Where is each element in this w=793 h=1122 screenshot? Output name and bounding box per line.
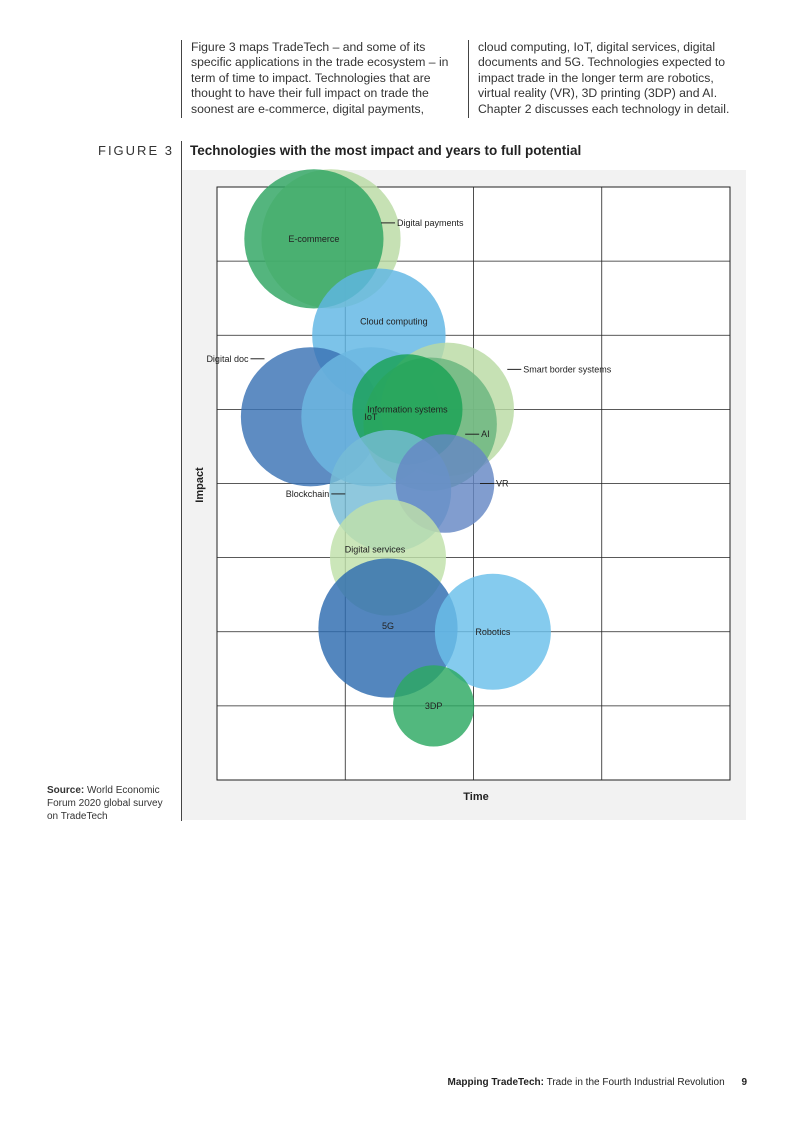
intro-line: documents and 5G. Technologies expected … (478, 55, 726, 70)
intro-line: Figure 3 maps TradeTech – and some of it… (191, 40, 426, 54)
y-axis-label: Impact (194, 467, 206, 503)
intro-line: virtual reality (VR), 3D printing (3DP) … (478, 86, 718, 101)
label-digital-doc: Digital doc (206, 354, 249, 364)
figure-label: FIGURE 3 (98, 143, 174, 158)
figure-divider (181, 141, 182, 821)
label-smart-border-systems: Smart border systems (523, 364, 612, 374)
label-blockchain: Blockchain (286, 489, 330, 499)
footer-title-rest: Trade in the Fourth Industrial Revolutio… (546, 1077, 725, 1088)
figure-title: Technologies with the most impact and ye… (190, 143, 582, 158)
label-robotics: Robotics (475, 627, 511, 637)
bubble-robotics (434, 573, 551, 690)
page-footer: Mapping TradeTech: Trade in the Fourth I… (300, 1077, 747, 1088)
intro-column-left: Figure 3 maps TradeTech – and some of it… (181, 40, 461, 118)
label-vr: VR (496, 479, 509, 489)
label-iot: IoT (364, 412, 378, 422)
intro-line: impact trade in the longer term are robo… (478, 70, 714, 85)
intro-line: Chapter 2 discusses each technology in d… (478, 101, 730, 116)
label-digital-services: Digital services (345, 545, 406, 555)
label-ai: AI (481, 429, 490, 439)
label-3dp: 3DP (425, 701, 443, 711)
intro-line: specific applications in the trade ecosy… (191, 55, 449, 70)
label-e-commerce: E-commerce (288, 234, 339, 244)
source-note: Source: World Economic Forum 2020 global… (47, 784, 172, 823)
source-text: World Economic Forum 2020 global survey … (47, 785, 163, 822)
bubble-5g (318, 558, 458, 698)
intro-line: term of time to impact. Technologies tha… (191, 70, 431, 85)
bubble-vr (395, 434, 495, 533)
page-number: 9 (741, 1077, 747, 1088)
label-information-systems: Information systems (367, 404, 448, 414)
label-digital-payments: Digital payments (397, 218, 464, 228)
intro-line: cloud computing, IoT, digital services, … (478, 40, 716, 54)
bubble-3dp (393, 665, 475, 747)
intro-line: soonest are e-commerce, digital payments… (191, 101, 425, 116)
x-axis-label: Time (463, 791, 488, 803)
source-label: Source: (47, 785, 85, 796)
intro-column-right: cloud computing, IoT, digital services, … (468, 40, 740, 118)
intro-line: thought to have their full impact on tra… (191, 86, 429, 101)
label-cloud-computing: Cloud computing (360, 316, 428, 326)
footer-title-bold: Mapping TradeTech: (447, 1077, 544, 1088)
bubble-e-commerce (244, 169, 384, 309)
label-5g: 5G (382, 621, 394, 631)
